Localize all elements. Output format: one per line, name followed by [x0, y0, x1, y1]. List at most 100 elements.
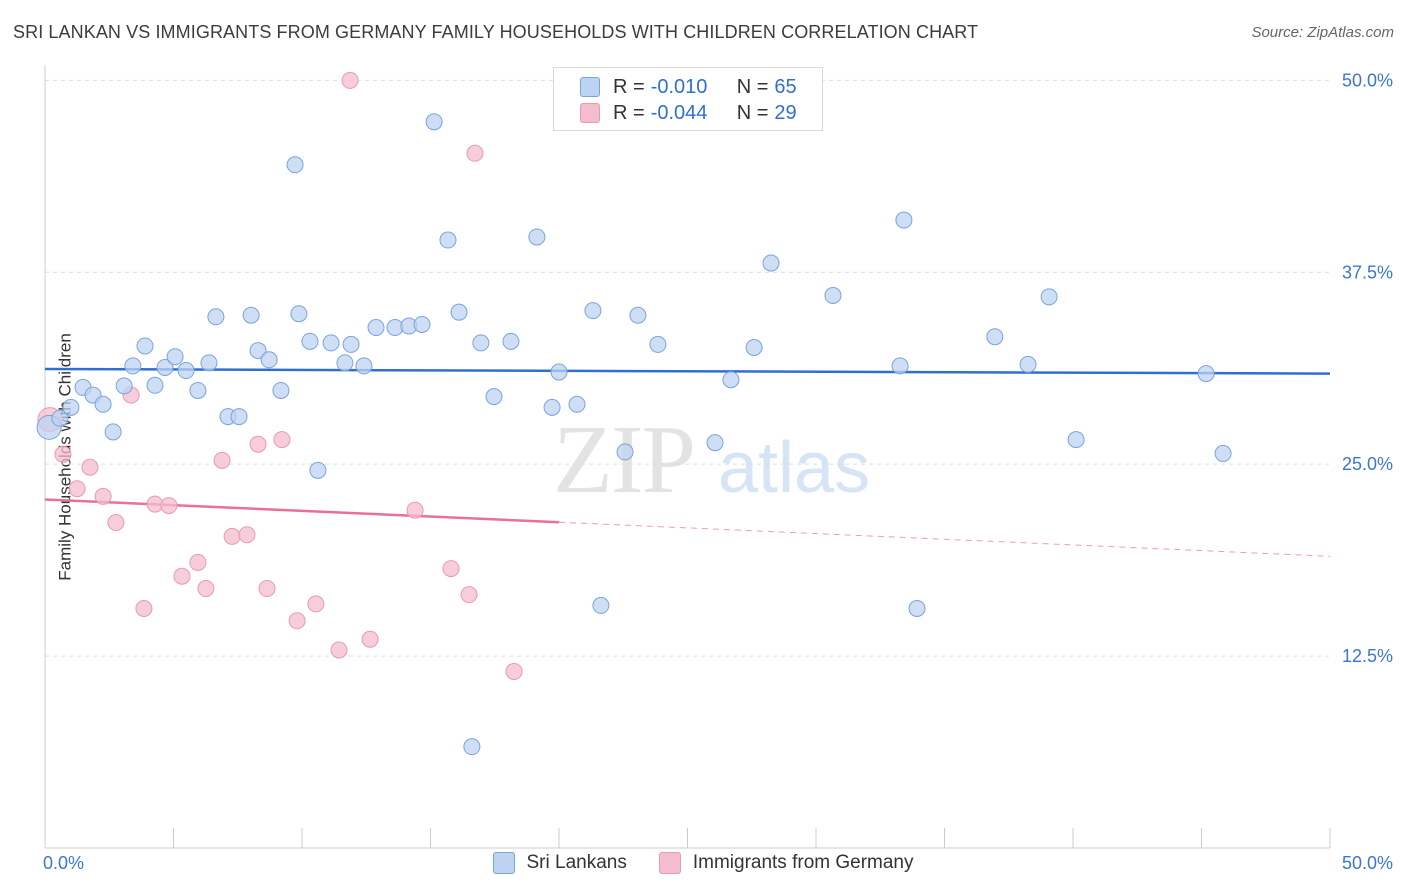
legend-item-immigrants-from-germany: Immigrants from Germany [658, 852, 914, 874]
data-point-pink [189, 553, 207, 571]
correlation-legend: R = -0.010 N = 65 R = -0.044 N = 29 [553, 67, 823, 131]
data-point-blue [584, 302, 602, 320]
data-point-blue [242, 306, 260, 324]
y-tick-label: 37.5% [1342, 262, 1393, 282]
data-point-blue [94, 395, 112, 413]
trend-lines [44, 367, 1331, 557]
x-tick-label-max: 50.0% [1342, 853, 1393, 873]
data-point-pink [307, 595, 325, 613]
data-point-pink [466, 144, 484, 162]
data-point-blue [439, 231, 457, 249]
y-tick-label: 25.0% [1342, 454, 1393, 474]
data-point-blue [124, 357, 142, 375]
data-point-pink [107, 514, 125, 532]
data-point-blue [1019, 355, 1037, 373]
data-point-pink [135, 599, 153, 617]
y-tick-label: 50.0% [1342, 70, 1393, 90]
data-point-pink [330, 641, 348, 659]
data-point-blue [115, 377, 133, 395]
data-point-blue [450, 303, 468, 321]
data-point-blue [355, 357, 373, 375]
data-point-pink [442, 560, 460, 578]
data-point-blue [136, 337, 154, 355]
data-point-blue [51, 409, 69, 427]
data-point-blue [260, 351, 278, 369]
legend-swatch-blue [492, 852, 515, 874]
data-point-blue [762, 254, 780, 272]
watermark: ZIP atlas [553, 406, 870, 514]
data-point-blue [908, 599, 926, 617]
legend-label: Immigrants from Germany [692, 852, 914, 873]
data-point-pink [94, 487, 112, 505]
axes [44, 65, 1331, 849]
data-point-blue [177, 362, 195, 380]
data-point-blue [249, 342, 267, 360]
data-point-blue [891, 357, 909, 375]
data-point-pink [223, 527, 241, 545]
data-point-pink [54, 445, 72, 463]
trend-line-pink [44, 498, 560, 524]
data-point-blue [616, 443, 634, 461]
data-point-blue [986, 328, 1004, 346]
data-point-blue [1197, 365, 1215, 383]
trend-line-blue [44, 367, 1331, 375]
data-point-blue [706, 434, 724, 452]
data-point-pink [81, 458, 99, 476]
data-point-blue [895, 211, 913, 229]
data-point-blue [722, 371, 740, 389]
data-point-blue [290, 305, 308, 323]
legend-r-label: R = [613, 101, 645, 124]
points-sri-lankans [36, 113, 1232, 756]
legend-swatch-pink [580, 103, 600, 123]
data-point-blue [146, 376, 164, 394]
legend-row-immigrants-from-germany: R = -0.044 N = 29 [580, 101, 797, 125]
legend-r-value: -0.044 [650, 101, 708, 124]
data-point-pink [258, 580, 276, 598]
data-point-blue [62, 398, 80, 416]
data-point-pink [197, 580, 215, 598]
data-point-blue [649, 335, 667, 353]
data-point-blue [502, 332, 520, 350]
data-point-pink [273, 431, 291, 449]
legend-item-sri-lankans: Sri Lankans [492, 852, 627, 874]
data-point-blue [463, 738, 481, 756]
y-tick-label: 12.5% [1342, 646, 1393, 666]
data-point-pink [160, 497, 178, 515]
data-point-blue [342, 335, 360, 353]
data-point-pink [361, 630, 379, 648]
legend-swatch-pink [658, 852, 681, 874]
data-point-blue [309, 461, 327, 479]
data-point-pink [249, 435, 267, 453]
legend-label: Sri Lankans [526, 852, 627, 873]
source-credit: Source: ZipAtlas.com [1251, 24, 1394, 41]
gridlines [45, 79, 1330, 657]
watermark-atlas: atlas [718, 428, 870, 508]
data-point-blue [528, 228, 546, 246]
points-immigrants-from-germany [37, 71, 523, 680]
legend-n-value: 65 [774, 75, 797, 98]
data-point-pink [288, 612, 306, 630]
legend-r-value: -0.010 [650, 75, 708, 98]
data-point-pink [505, 662, 523, 680]
data-point-pink [460, 586, 478, 604]
data-point-pink [213, 451, 231, 469]
data-point-blue [1040, 288, 1058, 306]
data-point-blue [166, 348, 184, 366]
data-point-blue [1214, 444, 1232, 462]
legend-row-sri-lankans: R = -0.010 N = 65 [580, 75, 797, 99]
data-point-blue [104, 423, 122, 441]
x-tick-label-min: 0.0% [43, 853, 84, 873]
data-point-blue [336, 354, 354, 372]
data-point-blue [425, 113, 443, 131]
legend-r-label: R = [613, 75, 645, 98]
data-point-blue [568, 395, 586, 413]
data-point-blue [156, 358, 174, 376]
data-point-blue [200, 354, 218, 372]
data-point-blue [286, 156, 304, 174]
data-point-pink [173, 567, 191, 585]
data-point-blue [1067, 431, 1085, 449]
data-point-blue [745, 338, 763, 356]
data-point-pink [341, 71, 359, 89]
data-point-blue [543, 398, 561, 416]
